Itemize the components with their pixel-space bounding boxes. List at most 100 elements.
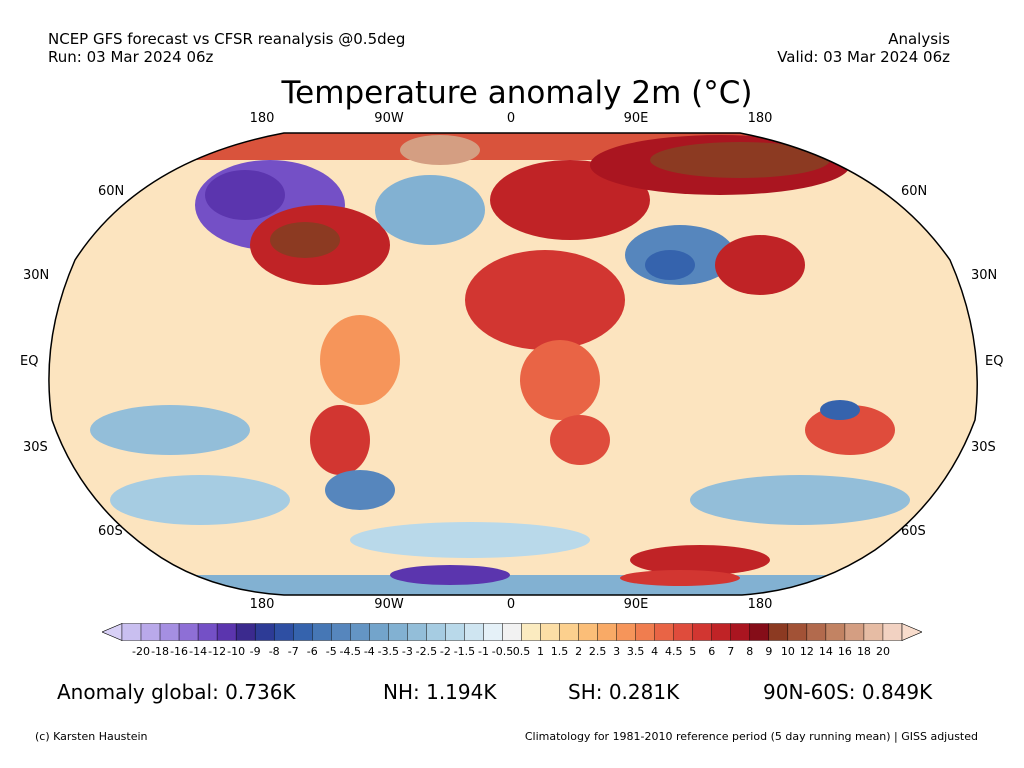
anomaly-field	[48, 133, 978, 595]
colorbar-swatch	[121, 623, 142, 641]
anomaly-nh: NH: 1.194K	[383, 680, 497, 704]
colorbar-swatch	[388, 623, 408, 641]
lat-label-left-eq: EQ	[20, 354, 39, 369]
lon-label-bottom-0: 0	[506, 597, 516, 612]
colorbar-swatch	[844, 623, 865, 641]
run-time: Run: 03 Mar 2024 06z	[48, 48, 214, 66]
colorbar-tick-label: 18	[856, 645, 871, 658]
colorbar-tick-label: -7	[287, 645, 299, 658]
colorbar-tick-label: -9	[249, 645, 261, 658]
colorbar-tick-label: 0.5	[512, 645, 531, 658]
colorbar-tick-label: -10	[227, 645, 246, 658]
lat-label-right-30s: 30S	[971, 440, 996, 455]
colorbar-tick-label: 4.5	[664, 645, 683, 658]
colorbar-swatch	[502, 623, 522, 641]
colorbar-tick-label: 10	[780, 645, 795, 658]
colorbar-swatch	[312, 623, 332, 641]
colorbar-swatch	[730, 623, 751, 641]
colorbar-swatch	[369, 623, 389, 641]
colorbar-tick-label: -4.5	[339, 645, 362, 658]
colorbar-swatch	[863, 623, 884, 641]
anomaly-arctic: 90N-60S: 0.849K	[763, 680, 933, 704]
colorbar-tick-label: 6	[708, 645, 716, 658]
colorbar-swatch	[273, 623, 294, 641]
colorbar-tick-label: -4	[363, 645, 375, 658]
colorbar-swatch	[293, 623, 313, 641]
colorbar-tick-label: -14	[189, 645, 208, 658]
colorbar-tick-label: 14	[818, 645, 833, 658]
colorbar-tick-label: -0.5	[491, 645, 514, 658]
colorbar-tick-label: 16	[837, 645, 852, 658]
lat-label-left-60s: 60S	[98, 524, 123, 539]
colorbar-tick-label: 1.5	[550, 645, 569, 658]
lat-label-left-60n: 60N	[98, 184, 125, 199]
colorbar-tick-label: 3	[613, 645, 621, 658]
lat-label-right-eq: EQ	[985, 354, 1004, 369]
lat-label-right-30n: 30N	[971, 268, 998, 283]
colorbar-swatch	[559, 623, 579, 641]
colorbar-swatch	[159, 623, 180, 641]
colorbar-swatch	[654, 623, 674, 641]
colorbar-tick-label: 4	[651, 645, 659, 658]
colorbar-tick-label: 8	[746, 645, 754, 658]
colorbar-swatch	[178, 623, 199, 641]
colorbar-swatch	[254, 623, 275, 641]
colorbar-swatch	[616, 623, 636, 641]
copyright: (c) Karsten Haustein	[35, 730, 148, 743]
anomaly-sh: SH: 0.281K	[568, 680, 680, 704]
lon-label-top-0: 0	[506, 111, 516, 126]
analysis-label: Analysis	[888, 30, 950, 48]
lon-label-bottom-180w: 180	[249, 597, 275, 612]
colorbar-swatch	[673, 623, 693, 641]
colorbar-swatch	[540, 623, 560, 641]
lon-label-top-90w: 90W	[374, 111, 404, 126]
colorbar-swatch	[787, 623, 808, 641]
colorbar-tick-label: 2.5	[588, 645, 607, 658]
colorbar-swatch	[235, 623, 256, 641]
colorbar-tick-label: -3	[401, 645, 413, 658]
colorbar-swatch	[464, 623, 484, 641]
colorbar-tick-label: -12	[208, 645, 227, 658]
colorbar-swatch	[426, 623, 446, 641]
colorbar-under-arrow	[102, 623, 123, 641]
lon-label-bottom-90w: 90W	[374, 597, 404, 612]
colorbar-tick-label: -8	[268, 645, 280, 658]
colorbar-tick-label: -20	[132, 645, 150, 658]
colorbar-tick-label: 2	[575, 645, 583, 658]
colorbar-tick-label: 12	[799, 645, 814, 658]
colorbar-swatch	[882, 623, 903, 641]
colorbar-swatch	[197, 623, 218, 641]
lat-label-left-30s: 30S	[23, 440, 48, 455]
colorbar-swatch	[768, 623, 789, 641]
colorbar-swatch	[806, 623, 827, 641]
anomaly-global: Anomaly global: 0.736K	[57, 680, 296, 704]
colorbar-tick-label: 1	[537, 645, 545, 658]
lon-label-top-90e: 90E	[623, 111, 649, 126]
lon-label-bottom-180e: 180	[747, 597, 773, 612]
colorbar-swatch	[331, 623, 351, 641]
colorbar-tick-label: -18	[151, 645, 170, 658]
colorbar-tick-label: 3.5	[626, 645, 645, 658]
colorbar-tick-label: -16	[170, 645, 189, 658]
valid-time: Valid: 03 Mar 2024 06z	[777, 48, 950, 66]
colorbar-tick-label: -5	[325, 645, 337, 658]
model-description: NCEP GFS forecast vs CFSR reanalysis @0.…	[48, 30, 406, 48]
colorbar-swatch	[216, 623, 237, 641]
colorbar-swatch	[749, 623, 770, 641]
colorbar-swatch	[140, 623, 161, 641]
colorbar-swatch	[483, 623, 503, 641]
colorbar-tick-label: -3.5	[377, 645, 400, 658]
map-title: Temperature anomaly 2m (°C)	[281, 75, 753, 111]
colorbar-swatch	[711, 623, 731, 641]
colorbar-tick-label: -2.5	[415, 645, 438, 658]
colorbar-tick-label: 20	[875, 645, 890, 658]
colorbar-tick-label: -1	[477, 645, 489, 658]
lon-label-top-180e: 180	[747, 111, 773, 126]
lat-label-right-60n: 60N	[901, 184, 928, 199]
colorbar-swatch	[825, 623, 846, 641]
colorbar-tick-label: -2	[439, 645, 451, 658]
colorbar-tick-label: -1.5	[453, 645, 476, 658]
colorbar-swatch	[521, 623, 541, 641]
colorbar-tick-label: -6	[306, 645, 318, 658]
map-outline	[48, 132, 978, 596]
